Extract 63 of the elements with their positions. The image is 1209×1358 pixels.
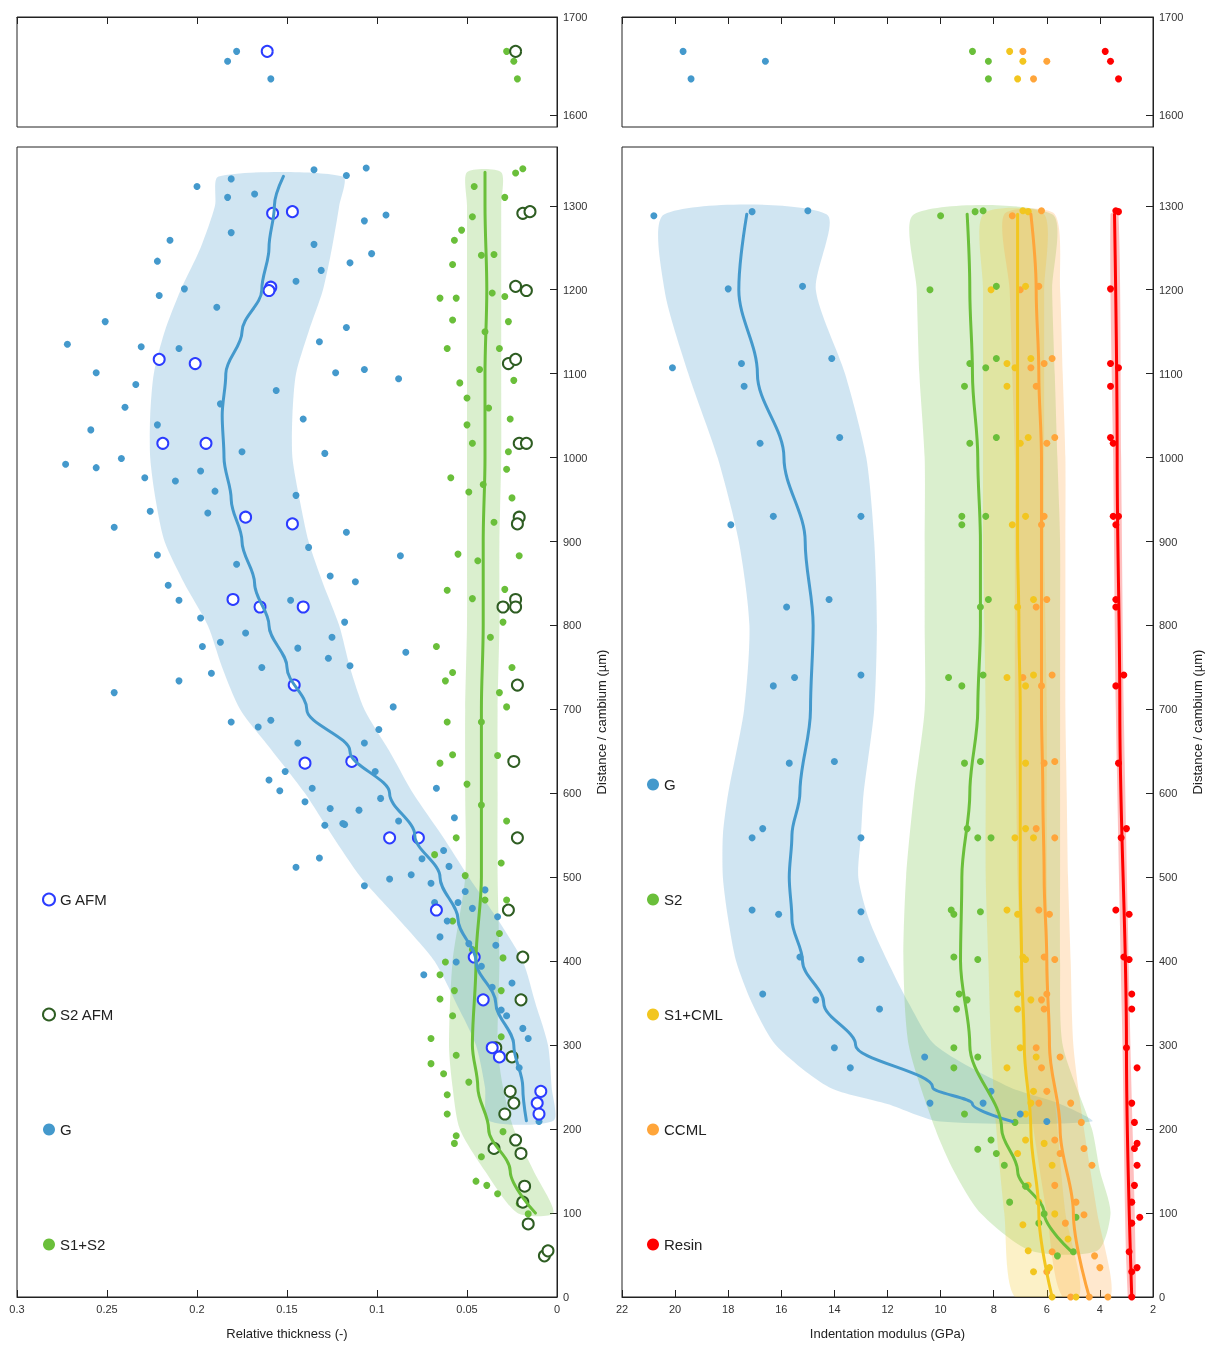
y-tick-label: 700 xyxy=(1159,703,1178,716)
y-tick-label: 500 xyxy=(563,871,582,884)
legend-label: G xyxy=(664,776,676,793)
x-tick-label: 2 xyxy=(1149,1302,1157,1315)
y-tick-label: 1100 xyxy=(1159,367,1183,380)
legend-label: S1+S2 xyxy=(60,1236,106,1253)
x-tick-label: 0.3 xyxy=(9,1302,25,1315)
x-tick-label: 16 xyxy=(775,1302,788,1315)
y-tick-label: 200 xyxy=(1159,1123,1178,1136)
x-tick-label: 8 xyxy=(990,1302,997,1315)
legend-label: G AFM xyxy=(60,891,107,908)
y-axis-title: Distance / cambium (µm) xyxy=(594,649,609,795)
x-tick-label: 4 xyxy=(1096,1302,1103,1315)
y-tick-label: 1000 xyxy=(1159,451,1184,464)
y-tick-label: 800 xyxy=(563,619,582,632)
y-tick-label: 1300 xyxy=(563,199,588,212)
y-tick-label: 900 xyxy=(1159,535,1178,548)
y-tick-label: 1700 xyxy=(563,11,588,23)
y-tick-label: 1000 xyxy=(563,451,588,464)
y-tick-label: 400 xyxy=(1159,955,1178,968)
y-tick-label: 500 xyxy=(1159,871,1178,884)
y-tick-label: 1600 xyxy=(563,109,588,122)
x-tick-label: 0.05 xyxy=(456,1302,478,1315)
y-tick-label: 0 xyxy=(563,1291,570,1303)
y-tick-label: 1300 xyxy=(1159,199,1184,212)
y-tick-label: 100 xyxy=(563,1207,582,1220)
x-tick-label: 20 xyxy=(668,1302,682,1315)
x-tick-label: 0.1 xyxy=(369,1302,385,1315)
y-tick-label: 300 xyxy=(1159,1039,1178,1052)
legend-label: S2 xyxy=(664,891,683,908)
y-tick-label: 300 xyxy=(563,1039,582,1052)
y-tick-label: 200 xyxy=(563,1123,582,1136)
x-axis-title: Relative thickness (-) xyxy=(226,1326,348,1341)
y-tick-label: 1200 xyxy=(563,283,588,296)
y-tick-label: 1700 xyxy=(1159,11,1184,23)
y-tick-label: 800 xyxy=(1159,619,1178,632)
legend-label: CCML xyxy=(664,1121,707,1138)
y-tick-label: 1200 xyxy=(1159,283,1184,296)
x-tick-label: 0.15 xyxy=(276,1302,298,1315)
x-tick-label: 18 xyxy=(722,1302,735,1315)
legend-label: S1+CML xyxy=(664,1006,723,1023)
y-tick-label: 400 xyxy=(563,955,582,968)
legend-label: S2 AFM xyxy=(60,1006,114,1023)
x-tick-label: 22 xyxy=(615,1302,629,1315)
y-tick-label: 600 xyxy=(1159,787,1178,800)
y-axis-title: Distance / cambium (µm) xyxy=(1190,649,1205,795)
y-tick-label: 900 xyxy=(563,535,582,548)
x-tick-label: 0.2 xyxy=(189,1302,205,1315)
x-axis-title: Indentation modulus (GPa) xyxy=(809,1326,966,1341)
x-tick-label: 0 xyxy=(553,1302,561,1315)
legend-label: Resin xyxy=(664,1236,703,1253)
y-tick-label: 1600 xyxy=(1159,109,1184,122)
legend-label: G xyxy=(60,1121,72,1138)
x-tick-label: 12 xyxy=(881,1302,894,1315)
x-tick-label: 0.25 xyxy=(96,1302,118,1315)
y-tick-label: 700 xyxy=(563,703,582,716)
y-tick-label: 600 xyxy=(563,787,582,800)
x-tick-label: 6 xyxy=(1043,1302,1050,1315)
y-tick-label: 1100 xyxy=(563,367,587,380)
x-tick-label: 14 xyxy=(828,1302,841,1315)
x-tick-label: 10 xyxy=(934,1302,947,1315)
y-tick-label: 100 xyxy=(1159,1207,1178,1220)
y-tick-label: 0 xyxy=(1159,1291,1166,1303)
